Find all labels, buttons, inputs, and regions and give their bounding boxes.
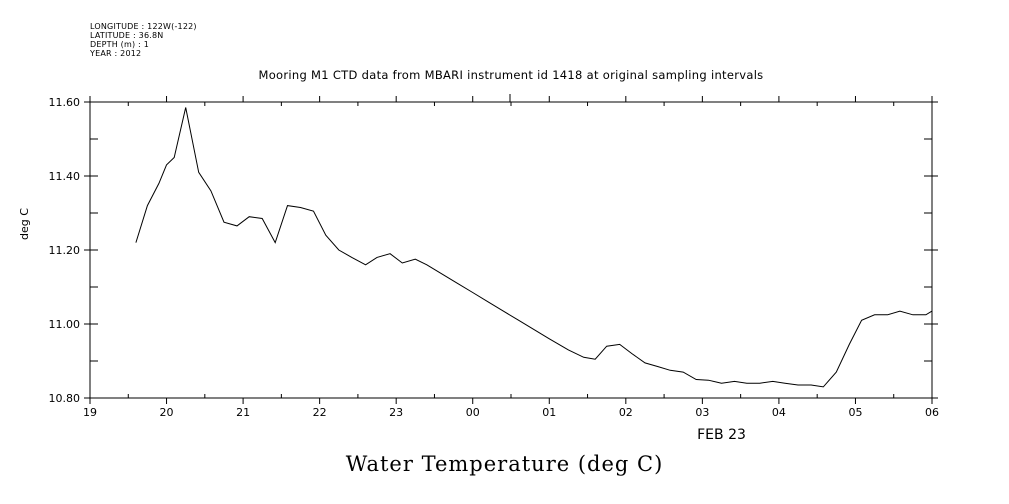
x-tick-label: 21 — [236, 406, 250, 419]
x-tick-label: 23 — [389, 406, 403, 419]
latitude-label: LATITUDE : 36.8N — [90, 31, 164, 40]
year-label: YEAR : 2012 — [90, 49, 142, 58]
x-tick-label: 20 — [160, 406, 174, 419]
y-tick-label: 10.80 — [49, 392, 81, 405]
x-tick-label: 02 — [619, 406, 633, 419]
axis-tick-labels: 19 20 21 22 23 00 01 02 03 04 05 06 10.80 11.00 11.20 1… — [49, 96, 940, 419]
x-tick-label: 22 — [313, 406, 327, 419]
depth-label: DEPTH (m) : 1 — [90, 40, 149, 49]
longitude-label: LONGITUDE : 122W(-122) — [90, 22, 197, 31]
chart-title: Mooring M1 CTD data from MBARI instrumen… — [258, 68, 764, 82]
x-tick-label: 04 — [772, 406, 786, 419]
y-tick-label: 11.20 — [49, 244, 81, 257]
x-tick-label: 00 — [466, 406, 480, 419]
x-tick-label: 01 — [542, 406, 556, 419]
x-axis-date-label: FEB 23 — [697, 427, 746, 443]
x-tick-label: 19 — [83, 406, 97, 419]
y-tick-label: 11.00 — [49, 318, 81, 331]
plot-caption: Water Temperature (deg C) — [345, 452, 664, 476]
plot-frame — [89, 101, 933, 399]
x-tick-label: 06 — [925, 406, 939, 419]
y-tick-label: 11.60 — [49, 96, 81, 109]
y-tick-label: 11.40 — [49, 170, 81, 183]
metadata-block: LONGITUDE : 122W(-122) LATITUDE : 36.8N … — [90, 22, 197, 58]
temperature-series-line — [135, 107, 933, 388]
axis-ticks — [84, 94, 938, 404]
x-tick-label: 03 — [695, 406, 709, 419]
x-tick-label: 05 — [848, 406, 862, 419]
